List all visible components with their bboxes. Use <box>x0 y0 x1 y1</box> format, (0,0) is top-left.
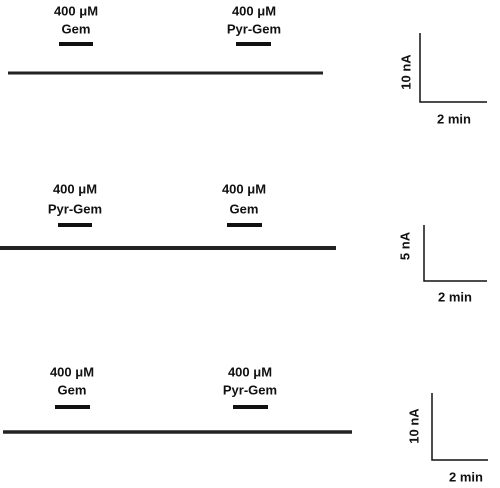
scale-label: 10 nA <box>406 408 421 444</box>
scale-bar <box>423 225 487 282</box>
panel: 400 μM Pyr-Gem 400 μM Gem 5 nA 2 min <box>0 181 487 304</box>
drug-label: Pyr-Gem <box>223 382 277 397</box>
scale-label: 10 nA <box>398 54 413 90</box>
drug-label: Gem <box>230 201 259 216</box>
concentration-label: 400 μM <box>54 3 98 18</box>
drug-label: Pyr-Gem <box>227 21 281 36</box>
concentration-label: 400 μM <box>50 364 94 379</box>
panel: 400 μM Gem 400 μM Pyr-Gem 10 nA 2 min <box>3 364 488 484</box>
scale-label: 2 min <box>437 111 471 126</box>
drug-label: Pyr-Gem <box>48 201 102 216</box>
concentration-label: 400 μM <box>228 364 272 379</box>
drug-label: Gem <box>62 21 91 36</box>
scale-label: 5 nA <box>397 231 412 260</box>
scale-bar <box>419 33 487 103</box>
concentration-label: 400 μM <box>222 181 266 196</box>
panel: 400 μM Gem 400 μM Pyr-Gem 10 nA 2 min <box>8 3 487 126</box>
scale-label: 2 min <box>449 469 483 484</box>
scale-label: 2 min <box>438 289 472 304</box>
concentration-label: 400 μM <box>232 3 276 18</box>
concentration-label: 400 μM <box>53 181 97 196</box>
scale-bar <box>431 393 488 461</box>
drug-label: Gem <box>58 382 87 397</box>
